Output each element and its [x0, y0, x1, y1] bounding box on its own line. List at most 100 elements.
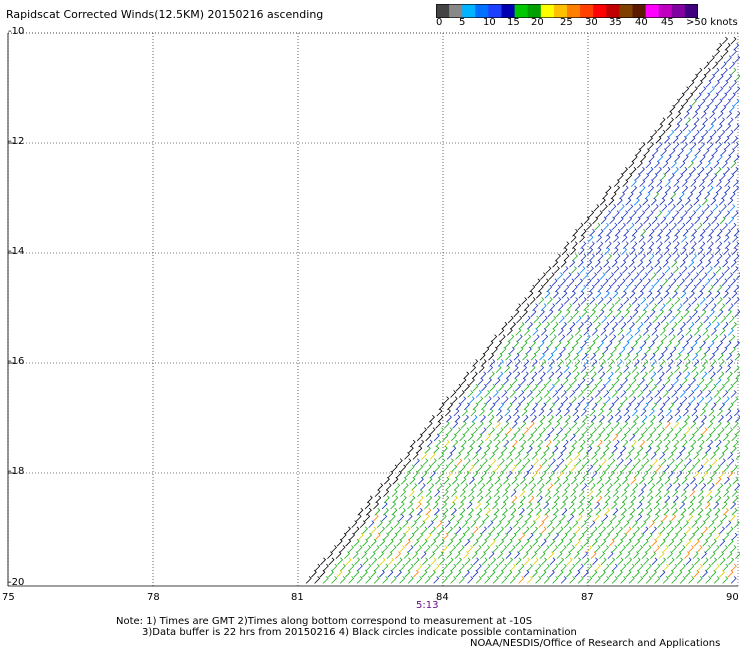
wind-barb: [357, 563, 363, 572]
wind-barb: [721, 501, 728, 510]
wind-barb: [568, 278, 575, 287]
wind-barb: [669, 334, 676, 342]
wind-barb: [400, 507, 406, 516]
wind-barb: [507, 315, 514, 324]
wind-barb: [543, 278, 549, 287]
wind-barb: [494, 377, 501, 386]
wind-barb: [693, 383, 700, 392]
wind-barb: [486, 439, 493, 448]
wind-barb: [552, 563, 559, 572]
wind-barb: [605, 185, 612, 194]
wind-barb: [705, 433, 712, 442]
wind-barb: [630, 166, 637, 175]
wind-barb: [638, 464, 645, 473]
wind-barb: [668, 458, 675, 466]
wind-barb: [479, 408, 485, 417]
wind-barb: [623, 483, 630, 491]
wind-barb: [709, 371, 716, 380]
wind-barb: [472, 526, 479, 535]
wind-barb: [616, 470, 623, 479]
wind-barb: [577, 259, 584, 268]
wind-barb: [568, 346, 575, 355]
wind-barb: [430, 569, 436, 578]
wind-barb: [685, 117, 691, 125]
colorbar-label: 45: [661, 17, 674, 28]
wind-barb: [640, 365, 647, 373]
wind-barb: [686, 148, 693, 156]
wind-barb: [504, 408, 511, 417]
wind-barb: [639, 210, 646, 218]
wind-barb: [696, 545, 703, 553]
wind-barb: [535, 545, 541, 553]
wind-barb: [644, 204, 651, 212]
wind-barb: [676, 526, 683, 535]
wind-barb: [703, 204, 710, 212]
wind-barb: [453, 520, 460, 528]
wind-barb: [522, 352, 529, 361]
wind-barb: [724, 179, 731, 187]
wind-barb: [713, 545, 720, 553]
wind-barb: [543, 545, 550, 553]
wind-barb: [725, 340, 732, 349]
wind-barb: [718, 197, 725, 206]
wind-barb: [629, 321, 635, 330]
wind-barb: [565, 359, 572, 367]
wind-barb: [509, 390, 516, 398]
wind-barb: [442, 433, 449, 442]
wind-barb: [663, 321, 669, 330]
wind-barb: [437, 414, 444, 423]
wind-barb: [641, 352, 648, 361]
colorbar-segment: [553, 4, 568, 18]
wind-barb: [718, 272, 725, 280]
wind-barb: [677, 458, 684, 466]
wind-barb: [311, 569, 317, 578]
wind-barb: [719, 173, 726, 181]
wind-barb: [682, 297, 689, 305]
wind-barb: [533, 315, 540, 324]
wind-barb: [651, 569, 657, 578]
wind-barb: [434, 507, 440, 516]
wind-barb: [641, 309, 647, 318]
wind-barb: [651, 458, 658, 466]
wind-barb: [583, 538, 590, 547]
wind-barb: [472, 470, 479, 479]
wind-barb: [606, 365, 613, 373]
wind-barb: [518, 545, 524, 553]
wind-barb: [544, 433, 551, 442]
wind-barb: [521, 408, 528, 417]
wind-barb: [497, 551, 503, 559]
wind-barb: [691, 520, 698, 528]
wind-barb: [683, 408, 689, 417]
wind-barb: [648, 284, 655, 293]
wind-barb: [560, 390, 567, 398]
wind-barb: [498, 458, 505, 466]
wind-barb: [668, 303, 675, 311]
wind-barb: [655, 235, 662, 243]
wind-barb: [647, 476, 654, 485]
wind-barb: [603, 433, 610, 442]
wind-barb: [625, 402, 632, 411]
wind-barb: [566, 328, 573, 336]
wind-barb: [382, 576, 389, 584]
wind-barb: [544, 563, 550, 572]
wind-barb: [653, 191, 660, 200]
wind-barb: [667, 551, 673, 559]
wind-barb: [649, 309, 656, 318]
wind-barb: [587, 290, 593, 299]
wind-barb: [454, 414, 461, 423]
wind-barb: [523, 569, 530, 578]
wind-barb: [572, 340, 579, 349]
colorbar-label: 30: [585, 17, 598, 28]
wind-barb: [730, 222, 737, 231]
wind-barb: [639, 439, 646, 448]
wind-barb: [572, 408, 579, 417]
wind-barb: [659, 272, 665, 280]
wind-barb: [489, 452, 496, 460]
wind-barb: [509, 501, 516, 510]
wind-barb: [579, 266, 586, 274]
note-line-3: NOAA/NESDIS/Office of Research and Appli…: [470, 638, 721, 649]
wind-barb: [613, 439, 620, 448]
wind-barb: [415, 501, 422, 510]
wind-barb: [688, 433, 695, 442]
wind-barb: [708, 520, 715, 528]
